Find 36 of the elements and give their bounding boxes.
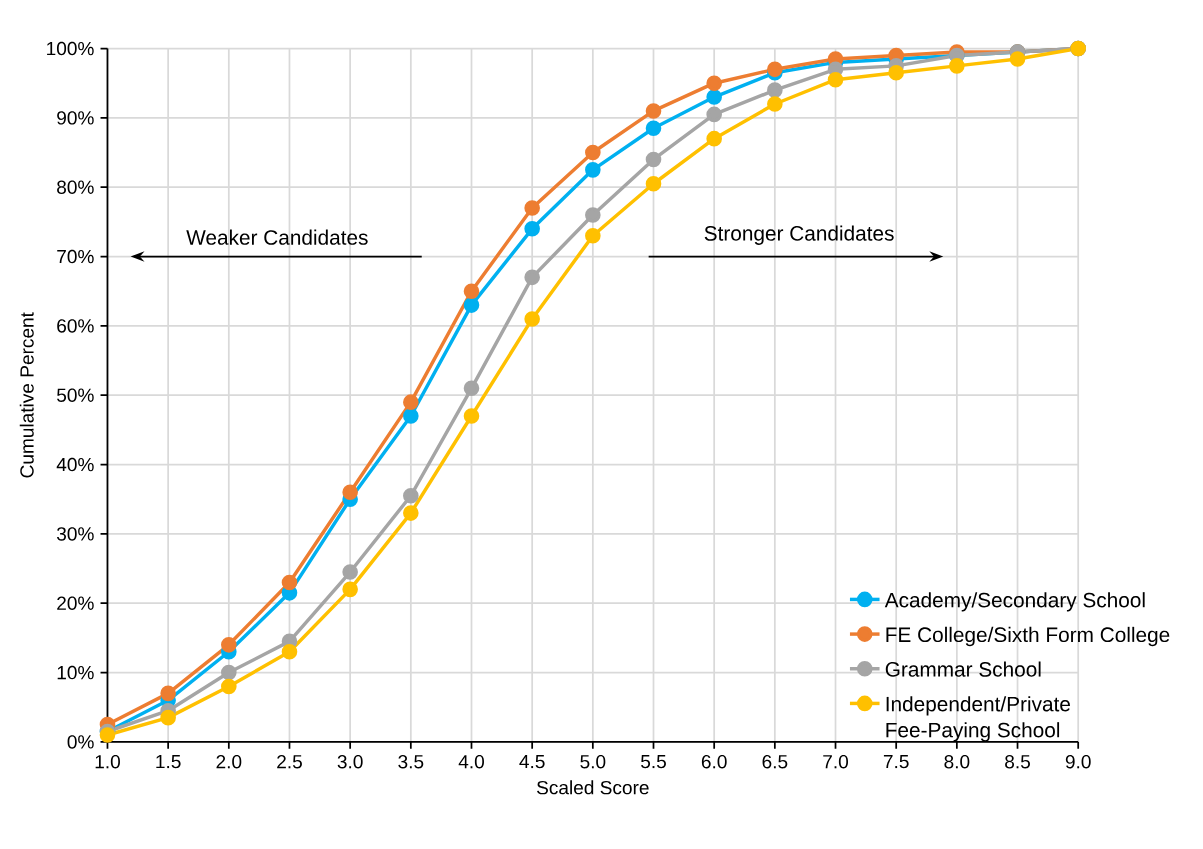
x-tick-label: 3.5 bbox=[398, 754, 424, 769]
x-tick-label: 7.5 bbox=[883, 754, 909, 769]
legend-label: Independent/Private Fee-Paying School bbox=[886, 695, 1070, 742]
annotation: Stronger Candidates bbox=[704, 225, 894, 245]
y-tick-label: 90% bbox=[57, 110, 94, 125]
x-tick-label: 1.0 bbox=[95, 754, 120, 769]
y-tick-label: 10% bbox=[57, 665, 94, 680]
annotation: Weaker Candidates bbox=[186, 229, 368, 245]
x-tick-label: 3.0 bbox=[337, 754, 363, 769]
x-tick-label: 9.0 bbox=[1065, 754, 1091, 769]
x-tick-label: 1.5 bbox=[156, 754, 181, 769]
legend-label: Grammar School bbox=[885, 661, 1041, 677]
x-tick-label: 5.5 bbox=[641, 754, 666, 769]
y-tick-label: 80% bbox=[57, 180, 94, 194]
x-tick-label: 4.0 bbox=[458, 754, 484, 769]
x-tick-label: 6.5 bbox=[762, 754, 788, 769]
x-axis-title: Scaled Score bbox=[537, 780, 649, 795]
x-tick-label: 8.0 bbox=[944, 754, 970, 769]
legend-label: FE College/Sixth Form College bbox=[886, 626, 1170, 647]
y-tick-label: 40% bbox=[56, 457, 94, 472]
x-tick-label: 2.0 bbox=[216, 754, 242, 769]
y-tick-label: 0% bbox=[67, 734, 94, 749]
y-tick-label: 100% bbox=[47, 41, 94, 56]
x-tick-label: 5.0 bbox=[580, 754, 606, 769]
y-axis-title: Cumulative Percent bbox=[19, 312, 34, 478]
y-tick-label: 60% bbox=[57, 318, 94, 333]
y-tick-label: 50% bbox=[57, 388, 94, 402]
y-tick-label: 20% bbox=[57, 596, 94, 610]
x-tick-label: 4.5 bbox=[519, 754, 545, 769]
y-tick-label: 70% bbox=[57, 249, 94, 264]
x-tick-label: 6.0 bbox=[701, 754, 727, 769]
x-tick-label: 8.5 bbox=[1005, 754, 1030, 769]
x-tick-label: 7.0 bbox=[823, 754, 848, 769]
legend-label: Academy/Secondary School bbox=[884, 591, 1145, 612]
y-tick-label: 30% bbox=[56, 526, 94, 541]
x-tick-label: 2.5 bbox=[277, 754, 302, 769]
